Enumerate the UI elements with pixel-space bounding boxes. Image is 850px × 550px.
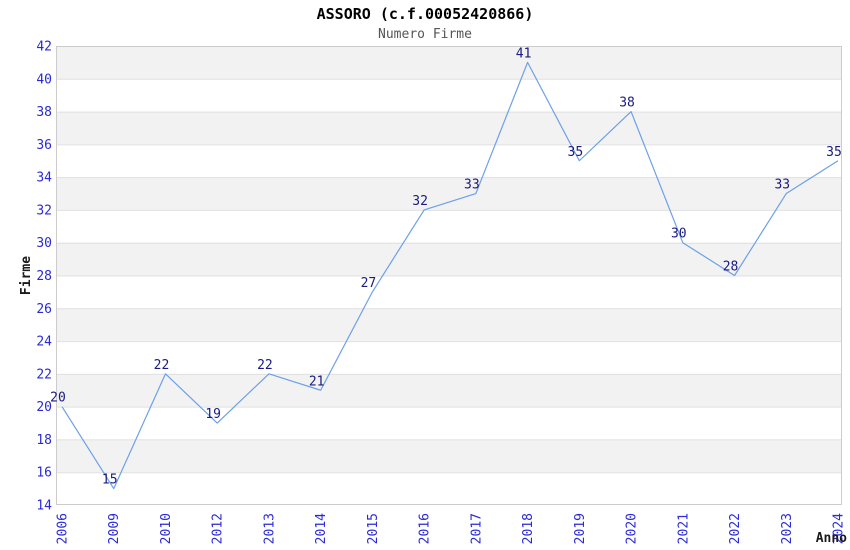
plot-band [56, 308, 842, 342]
data-point-label: 22 [257, 358, 273, 373]
data-point-label: 15 [102, 473, 118, 488]
x-tick-label: 2009 [107, 513, 122, 544]
x-tick-label: 2012 [211, 513, 226, 544]
data-point-label: 35 [826, 145, 842, 160]
data-line-series [61, 61, 839, 490]
data-point-label: 33 [774, 178, 790, 193]
y-tick-label: 24 [36, 335, 52, 350]
x-tick-label: 2017 [469, 513, 484, 544]
y-tick-label: 42 [36, 40, 52, 55]
data-point-label: 27 [361, 276, 377, 291]
plot-band [56, 373, 842, 407]
chart-title: ASSORO (c.f.00052420866) [316, 5, 534, 23]
x-tick-label: 2018 [521, 513, 536, 544]
y-tick-label: 26 [36, 302, 52, 317]
y-axis-title: Firme [19, 256, 34, 295]
data-point-label: 20 [50, 391, 66, 406]
x-tick-label: 2022 [728, 513, 743, 544]
data-point-label: 35 [568, 145, 584, 160]
x-tick-label: 2019 [573, 513, 588, 544]
x-tick-label: 2016 [418, 513, 433, 544]
plot-band [56, 242, 842, 276]
y-tick-label: 40 [36, 72, 52, 87]
y-tick-label: 18 [36, 433, 52, 448]
data-point-label: 21 [309, 374, 325, 389]
x-axis-title: Anno [816, 531, 847, 546]
data-point-label: 19 [205, 407, 221, 422]
plot-band [56, 111, 842, 145]
x-tick-label: 2020 [625, 513, 640, 544]
y-tick-label: 32 [36, 203, 52, 218]
y-tick-label: 14 [36, 499, 52, 514]
data-point-label: 41 [516, 46, 532, 61]
data-point-label: 33 [464, 178, 480, 193]
x-tick-label: 2014 [314, 513, 329, 544]
x-tick-label: 2024 [832, 513, 847, 544]
data-point-label: 38 [619, 96, 635, 111]
y-tick-label: 22 [36, 367, 52, 382]
x-tick-label: 2015 [366, 513, 381, 544]
y-tick-label: 20 [36, 400, 52, 415]
y-tick-label: 30 [36, 236, 52, 251]
y-tick-label: 16 [36, 466, 52, 481]
x-tick-label: 2006 [56, 513, 71, 544]
plot-band [56, 177, 842, 210]
data-point-label: 32 [412, 194, 428, 209]
plot-border [56, 46, 842, 505]
y-tick-label: 36 [36, 138, 52, 153]
x-tick-label: 2010 [159, 513, 174, 544]
data-point-label: 28 [723, 260, 739, 275]
data-point-label: 30 [671, 227, 687, 242]
x-tick-label: 2021 [676, 513, 691, 544]
x-tick-label: 2013 [262, 513, 277, 544]
plot-band [56, 439, 842, 473]
y-tick-label: 28 [36, 269, 52, 284]
chart-subtitle: Numero Firme [378, 27, 472, 42]
y-tick-label: 38 [36, 105, 52, 120]
data-point-label: 22 [154, 358, 170, 373]
plot-band [56, 46, 842, 79]
y-tick-label: 34 [36, 171, 52, 186]
x-tick-label: 2023 [780, 513, 795, 544]
